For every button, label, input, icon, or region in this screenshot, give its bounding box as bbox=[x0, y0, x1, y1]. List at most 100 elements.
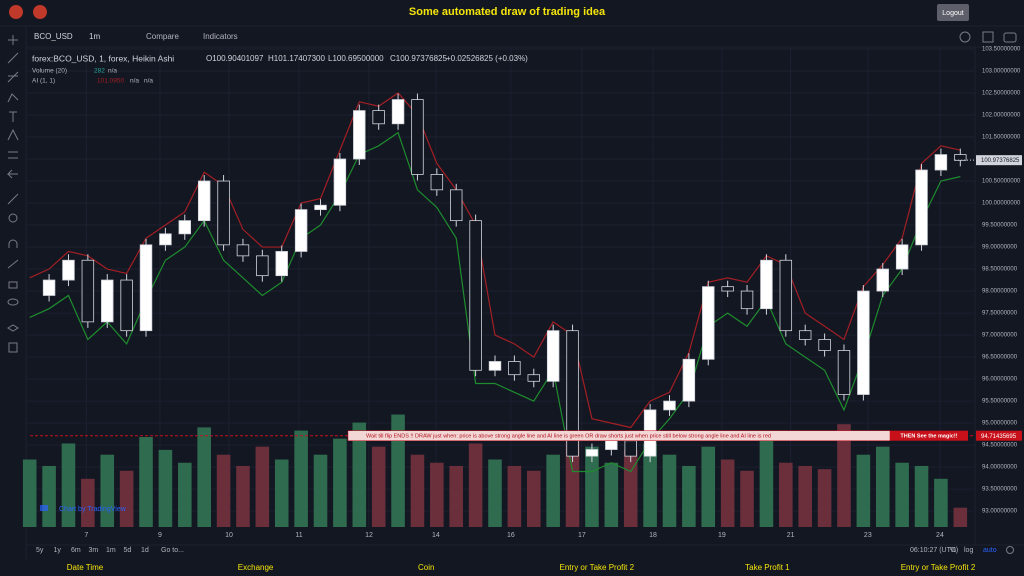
logo-icon bbox=[33, 5, 47, 19]
tool-icon[interactable] bbox=[8, 239, 18, 248]
y-tick-label: 103.00000000 bbox=[982, 69, 1021, 75]
goto-button[interactable]: Go to... bbox=[161, 547, 184, 554]
range-button[interactable]: 3m bbox=[89, 547, 99, 554]
volume-bar bbox=[914, 465, 929, 527]
top-right-icons bbox=[959, 31, 1017, 43]
tool-icon[interactable] bbox=[7, 298, 19, 306]
x-tick-label: 10 bbox=[225, 532, 233, 539]
candle-body bbox=[294, 209, 308, 252]
interval[interactable]: 1m bbox=[89, 32, 100, 41]
candle-body bbox=[256, 255, 269, 277]
volume-bar bbox=[197, 427, 211, 527]
volume-bar bbox=[294, 430, 308, 527]
volume-bar bbox=[895, 462, 909, 527]
tool-icon[interactable] bbox=[7, 193, 19, 205]
tool-icon[interactable] bbox=[8, 342, 18, 353]
y-tick-label: 97.00000000 bbox=[982, 333, 1018, 339]
annotation-highlight: THEN See the magic!! bbox=[900, 434, 957, 440]
candle-body bbox=[895, 244, 909, 270]
candle-body bbox=[740, 290, 754, 310]
candle-body bbox=[818, 339, 831, 351]
volume-bar bbox=[623, 449, 638, 527]
range-button[interactable]: 5d bbox=[124, 547, 132, 554]
tool-icon[interactable] bbox=[8, 281, 18, 289]
volume-bar bbox=[274, 459, 289, 527]
y-tick-label: 94.00000000 bbox=[982, 465, 1018, 471]
volume-bar bbox=[798, 465, 812, 527]
range-button[interactable]: 5y bbox=[36, 547, 44, 554]
tool-icon[interactable] bbox=[8, 213, 18, 223]
legend-ai-na: n/a bbox=[144, 78, 153, 85]
candle-body bbox=[391, 99, 405, 125]
volume-bar bbox=[546, 454, 560, 527]
volume-bar bbox=[119, 470, 134, 527]
volume-bar bbox=[875, 446, 890, 527]
annotation-text: Wait till flip ENDS !! DRAW just when: p… bbox=[366, 434, 771, 440]
last-price-label: 100.97376825 bbox=[981, 158, 1020, 164]
fullscreen-icon[interactable] bbox=[982, 31, 994, 43]
candle-body bbox=[333, 158, 347, 206]
volume-bar bbox=[81, 478, 95, 527]
tool-icon[interactable] bbox=[7, 71, 19, 83]
footer-label: Take Profit 1 bbox=[745, 563, 790, 572]
volume-bar bbox=[662, 454, 677, 527]
footer-label: Date Time bbox=[67, 563, 104, 572]
volume-bar bbox=[410, 454, 425, 527]
legend-volume: Volume (20) bbox=[32, 68, 67, 75]
tool-icon[interactable] bbox=[7, 93, 19, 103]
footer-label: Entry or Take Profit 2 bbox=[560, 563, 635, 572]
candle-body bbox=[411, 99, 424, 175]
footer: Date Time Exchange Coin Entry or Take Profi… bbox=[67, 563, 976, 572]
indicators-button[interactable]: Indicators bbox=[203, 32, 238, 41]
tool-icon[interactable] bbox=[7, 52, 19, 64]
tool-icon[interactable] bbox=[6, 169, 18, 179]
volume-bar bbox=[236, 465, 250, 527]
candle-body bbox=[585, 449, 599, 457]
tool-icon[interactable] bbox=[7, 259, 19, 269]
candle-body bbox=[779, 259, 793, 332]
candle-body bbox=[760, 259, 773, 310]
tool-icon[interactable] bbox=[8, 151, 18, 159]
auto-toggle[interactable]: auto bbox=[983, 547, 997, 554]
y-tick-label: 100.50000000 bbox=[982, 179, 1021, 185]
camera-icon[interactable] bbox=[1003, 32, 1017, 43]
tool-icon[interactable] bbox=[9, 111, 17, 122]
log-toggle[interactable]: log bbox=[964, 547, 973, 554]
tool-icon[interactable] bbox=[7, 128, 19, 141]
candle-body bbox=[837, 350, 851, 395]
candle-body bbox=[430, 174, 444, 191]
candle-body bbox=[314, 204, 327, 211]
volume-bar bbox=[391, 414, 405, 527]
logout-label[interactable]: Logout bbox=[942, 10, 963, 17]
candle-body bbox=[353, 110, 366, 160]
volume-bar bbox=[255, 446, 270, 527]
volume-bar bbox=[779, 462, 793, 527]
symbol[interactable]: BCO_USD bbox=[34, 32, 73, 41]
candle-body bbox=[372, 110, 385, 125]
compare-button[interactable]: Compare bbox=[146, 32, 179, 41]
volume-bar bbox=[934, 478, 948, 527]
volume-bar bbox=[488, 459, 502, 527]
volume-bar bbox=[585, 446, 599, 527]
legend-ai-na: n/a bbox=[130, 78, 139, 85]
left-toolbar bbox=[6, 35, 19, 353]
range-button[interactable]: 1y bbox=[54, 547, 62, 554]
range-button[interactable]: 1m bbox=[106, 547, 116, 554]
settings-icon[interactable] bbox=[1006, 546, 1014, 554]
candle-body bbox=[236, 244, 250, 257]
level-price-box bbox=[976, 430, 1022, 441]
volume-bar bbox=[604, 462, 619, 527]
volume-bar bbox=[449, 465, 464, 527]
range-button[interactable]: 1d bbox=[141, 547, 149, 554]
settings-icon[interactable] bbox=[959, 31, 971, 43]
logout-button[interactable] bbox=[937, 4, 969, 21]
percent-toggle[interactable]: % bbox=[950, 547, 956, 554]
tool-icon[interactable] bbox=[8, 35, 18, 45]
candle-body bbox=[488, 361, 502, 371]
range-button[interactable]: 6m bbox=[71, 547, 81, 554]
volume-bar bbox=[333, 438, 347, 527]
candle-body bbox=[508, 361, 521, 376]
tool-icon[interactable] bbox=[7, 324, 19, 332]
candle-body bbox=[934, 154, 948, 171]
